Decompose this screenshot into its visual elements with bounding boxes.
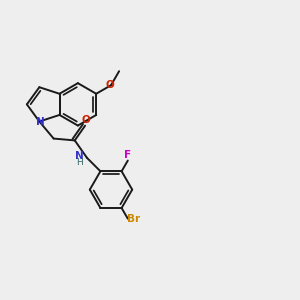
- Text: Br: Br: [127, 214, 140, 224]
- Text: N: N: [75, 151, 84, 161]
- Text: F: F: [124, 150, 131, 160]
- Text: N: N: [36, 116, 45, 127]
- Text: O: O: [81, 115, 90, 125]
- Text: O: O: [106, 80, 114, 90]
- Text: H: H: [76, 158, 83, 167]
